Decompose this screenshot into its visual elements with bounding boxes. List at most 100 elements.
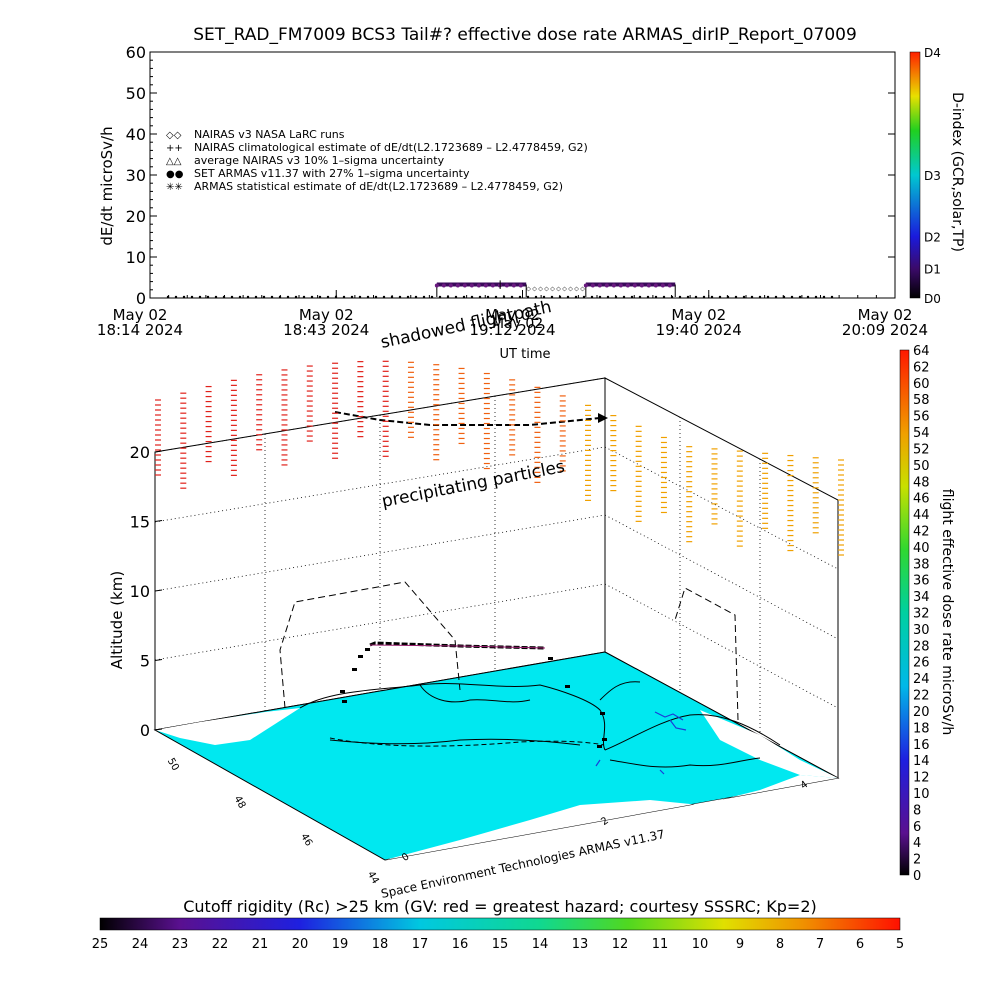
altitude-tick-mark xyxy=(154,520,163,522)
flight-profile-left xyxy=(279,581,461,709)
dose-tick-label: 18 xyxy=(913,721,930,736)
dose-tick-label: 14 xyxy=(913,754,930,769)
rc-tick-label: 18 xyxy=(372,937,389,952)
baseline-point xyxy=(174,295,178,299)
baseline-point xyxy=(366,295,370,299)
baseline-point xyxy=(590,295,594,299)
rc-colorbar: Cutoff rigidity (Rc) >25 km (GV: red = g… xyxy=(92,897,904,952)
dose-tick-label: 26 xyxy=(913,656,930,671)
baseline-point xyxy=(342,295,346,299)
dose-tick-label: 0 xyxy=(913,869,921,884)
rc-tick-label: 7 xyxy=(816,937,824,952)
altitude-tick-label: 10 xyxy=(130,582,150,601)
baseline-point xyxy=(758,295,762,299)
baseline-point xyxy=(302,295,306,299)
baseline-point xyxy=(358,295,362,299)
legend-entry: average NAIRAS v3 10% 1–sigma uncertaint… xyxy=(194,154,445,167)
baseline-point xyxy=(582,295,586,299)
baseline-point xyxy=(246,295,250,299)
altitude-label: Altitude (km) xyxy=(108,571,126,669)
baseline-point xyxy=(310,295,314,299)
legend: ◇◇ NAIRAS v3 NASA LaRC runs ++ NAIRAS clima… xyxy=(166,128,588,193)
series-group: ◇ ◇ ◇ ◇ ◇ ◇ ◇ ◇ ◇ ◇ xyxy=(166,280,834,299)
dose-tick-label: 64 xyxy=(913,344,930,359)
altitude-tick-label: 20 xyxy=(130,443,150,462)
baseline-point xyxy=(326,295,330,299)
armas-point xyxy=(490,283,495,288)
d-index-tick: D3 xyxy=(924,169,941,183)
baseline-point xyxy=(454,295,458,299)
sea-region-east xyxy=(700,710,838,778)
baseline-point xyxy=(318,295,322,299)
armas-point xyxy=(618,283,623,288)
baseline-point xyxy=(694,295,698,299)
d-index-ticks: D0 D1 D2 D3 D4 xyxy=(924,46,941,306)
y-axis-label: dE/dt microSv/h xyxy=(98,126,116,245)
armas-point xyxy=(660,283,665,288)
armas-point xyxy=(604,283,609,288)
x-tick-label-line1: May 02 xyxy=(485,306,540,324)
x-tick-label-line1: May 02 xyxy=(671,306,726,324)
dose-tick-label: 2 xyxy=(913,853,921,868)
baseline-point xyxy=(686,295,690,299)
climb-point xyxy=(358,655,363,658)
rivers xyxy=(595,711,687,775)
dose-tick-label: 6 xyxy=(913,820,921,835)
d-index-label: D-index (GCR,solar,TP) xyxy=(949,92,965,252)
x-tick-label-line2: 18:14 2024 xyxy=(97,321,183,339)
baseline-point xyxy=(166,295,170,299)
longitude-tick-label: 4 xyxy=(799,779,811,792)
altitude-tick-label: 15 xyxy=(130,513,150,532)
rc-tick-label: 6 xyxy=(856,937,864,952)
rc-tick-label: 15 xyxy=(492,937,509,952)
rc-tick-label: 19 xyxy=(332,937,349,952)
baseline-point xyxy=(662,295,666,299)
y-axis-ticks: 0 10 20 30 40 50 60 xyxy=(126,43,895,308)
baseline-point xyxy=(638,295,642,299)
dose-gradient xyxy=(899,349,910,876)
rc-tick-label: 21 xyxy=(252,937,269,952)
rc-gradient xyxy=(99,917,901,931)
armas-point xyxy=(462,283,467,288)
baseline-point xyxy=(406,295,410,299)
armas-point xyxy=(639,283,644,288)
dose-tick-label: 38 xyxy=(913,557,930,572)
dose-tick-label: 40 xyxy=(913,541,930,556)
baseline-point xyxy=(294,295,298,299)
rc-tick-label: 10 xyxy=(692,937,709,952)
baseline-point xyxy=(286,295,290,299)
baseline-point xyxy=(182,295,186,299)
dose-tick-label: 28 xyxy=(913,639,930,654)
rc-tick-label: 25 xyxy=(92,937,109,952)
baseline-point xyxy=(518,295,522,299)
armas-point xyxy=(476,283,481,288)
dose-tick-label: 42 xyxy=(913,524,930,539)
baseline-point xyxy=(750,295,754,299)
grid-lines xyxy=(154,377,839,735)
baseline-point xyxy=(798,295,802,299)
dose-tick-label: 56 xyxy=(913,410,930,425)
y-tick-label: 20 xyxy=(126,207,146,226)
baseline-point xyxy=(646,295,650,299)
flight-track-3d-inner xyxy=(369,644,546,649)
baseline-point xyxy=(630,295,634,299)
dose-tick-label: 16 xyxy=(913,738,930,753)
climb-point xyxy=(340,690,345,693)
climb-point xyxy=(597,745,602,748)
d-index-tick: D1 xyxy=(924,262,941,276)
dose-tick-label: 36 xyxy=(913,574,930,589)
baseline-point xyxy=(238,295,242,299)
dose-tick-label: 50 xyxy=(913,459,930,474)
baseline-point xyxy=(350,295,354,299)
baseline-point xyxy=(374,295,378,299)
legend-symbol: ◇◇ xyxy=(166,130,182,141)
baseline-point xyxy=(462,295,466,299)
x-axis-label: UT time xyxy=(500,347,551,362)
baseline-point xyxy=(270,295,274,299)
climb-point xyxy=(548,657,553,660)
baseline-point xyxy=(614,295,618,299)
dose-tick-label: 58 xyxy=(913,393,930,408)
